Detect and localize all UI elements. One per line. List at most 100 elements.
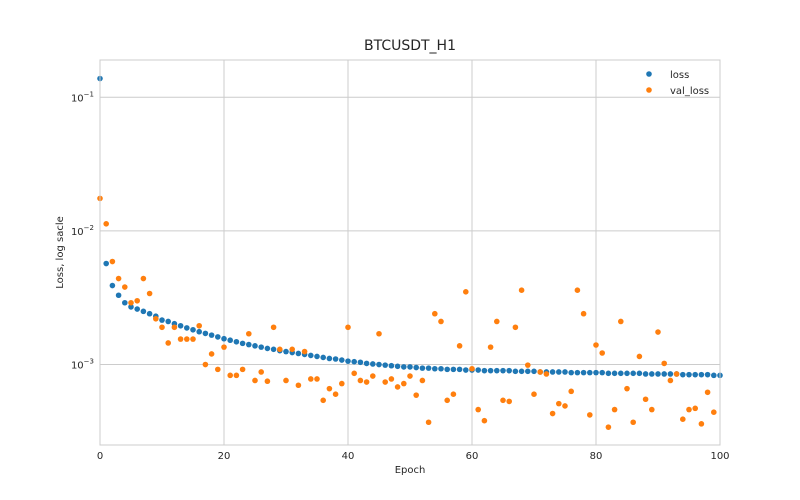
loss-point [134, 306, 140, 312]
series-layer [97, 75, 723, 430]
loss-point [655, 371, 661, 377]
val-loss-point [401, 380, 407, 387]
val-loss-point [624, 385, 630, 392]
loss-point [525, 368, 531, 375]
val-loss-point [456, 343, 463, 349]
val-loss-point [233, 372, 240, 379]
x-tick-label: 80 [590, 451, 603, 462]
val-loss-point [314, 376, 320, 382]
val-loss-point [630, 419, 636, 426]
val-loss-point [345, 324, 351, 331]
val-loss-point [481, 417, 488, 424]
val-loss-point [258, 369, 265, 375]
x-axis-ticks: 0 20 40 60 80 100 [97, 451, 730, 462]
loss-point [388, 362, 395, 369]
loss-point [239, 340, 246, 347]
val-loss-point [264, 378, 271, 385]
val-loss-point [407, 373, 413, 379]
loss-point [692, 371, 698, 378]
val-loss-point [438, 318, 444, 325]
val-loss-point [202, 361, 209, 368]
loss-point [122, 299, 128, 306]
val-loss-point [382, 379, 389, 385]
val-loss-point [518, 287, 525, 293]
val-loss-point [661, 360, 667, 367]
loss-point [351, 358, 358, 365]
val-loss-point [171, 324, 178, 331]
val-loss-point [277, 346, 283, 353]
loss-point [332, 356, 339, 362]
val-loss-point [593, 342, 599, 348]
loss-point [165, 318, 171, 325]
val-loss-point [394, 384, 401, 390]
loss-point [363, 360, 370, 367]
val-loss-point [686, 406, 692, 413]
val-loss-point [159, 324, 165, 331]
val-loss-point [425, 419, 432, 426]
val-loss-point [487, 344, 494, 350]
val-loss-point [388, 376, 395, 382]
val-loss-point [357, 377, 364, 384]
loss-point [568, 369, 574, 376]
val-loss-point [444, 397, 451, 404]
chart-title: BTCUSDT_H1 [364, 38, 456, 54]
val-loss-point [190, 336, 196, 342]
val-loss-point [153, 315, 159, 322]
val-loss-point [165, 340, 171, 346]
loss-point [202, 330, 209, 337]
loss-point [642, 371, 649, 377]
val-loss-point [475, 406, 482, 413]
val-loss-point [587, 412, 593, 418]
val-loss-point [432, 310, 438, 317]
loss-point [394, 363, 401, 370]
plot-area [100, 60, 720, 445]
loss-point [140, 308, 147, 315]
series-val-loss [97, 195, 717, 430]
val-loss-point [115, 275, 122, 282]
loss-point [382, 362, 389, 368]
loss-point [599, 369, 605, 376]
val-loss-point [320, 397, 327, 404]
val-loss-point [339, 380, 345, 387]
y-axis-label: Loss, log sacle [55, 216, 66, 288]
val-loss-point [196, 322, 202, 329]
x-axis-label: Epoch [395, 465, 426, 476]
val-loss-point [419, 377, 426, 384]
val-loss-point [208, 351, 215, 357]
loss-point [109, 282, 116, 289]
val-loss-point [221, 344, 227, 350]
loss-point [711, 372, 717, 379]
val-loss-point [531, 391, 537, 397]
loss-point [531, 368, 537, 375]
val-loss-point [711, 409, 717, 415]
loss-point [686, 371, 692, 378]
loss-point [500, 367, 506, 374]
val-loss-point [184, 336, 190, 342]
val-loss-point [611, 406, 618, 413]
val-loss-point [667, 377, 674, 384]
val-loss-point [549, 410, 556, 417]
loss-point [295, 350, 302, 357]
val-loss-point [525, 362, 531, 368]
val-loss-point [122, 284, 128, 290]
loss-point [196, 328, 202, 335]
loss-point [339, 357, 345, 363]
val-loss-point [413, 392, 420, 398]
loss-point [425, 365, 432, 371]
loss-point [450, 366, 457, 373]
val-loss-point [283, 377, 289, 384]
val-loss-point [673, 371, 680, 377]
loss-point [636, 370, 643, 377]
loss-point [556, 369, 562, 375]
val-loss-point [494, 318, 500, 325]
y-tick-label: 10−2 [71, 224, 94, 238]
val-loss-point [252, 377, 258, 384]
loss-point [456, 366, 463, 373]
loss-point [704, 371, 711, 378]
loss-point [283, 348, 289, 355]
val-loss-point [308, 376, 314, 382]
loss-point [258, 344, 265, 350]
val-loss-point [469, 365, 475, 372]
loss-point [649, 371, 655, 377]
val-loss-point [680, 416, 686, 422]
